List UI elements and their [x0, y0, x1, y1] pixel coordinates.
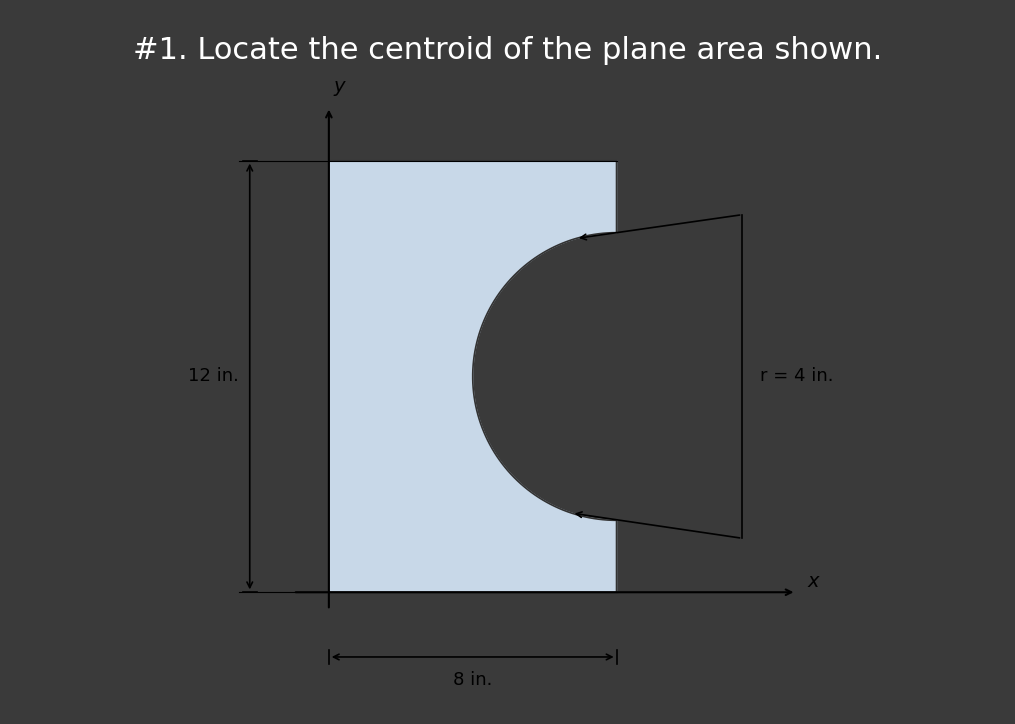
Text: r = 4 in.: r = 4 in.	[760, 368, 834, 385]
Text: 12 in.: 12 in.	[188, 368, 239, 385]
Text: #1. Locate the centroid of the plane area shown.: #1. Locate the centroid of the plane are…	[133, 36, 882, 65]
Text: 8 in.: 8 in.	[453, 671, 492, 689]
Text: x: x	[807, 572, 819, 591]
Text: y: y	[334, 77, 345, 96]
Polygon shape	[329, 161, 616, 592]
